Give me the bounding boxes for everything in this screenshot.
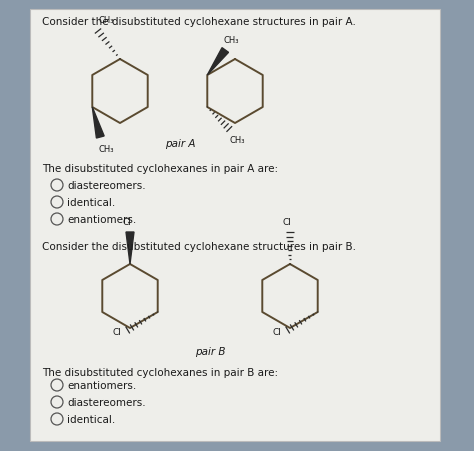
FancyBboxPatch shape xyxy=(30,10,440,441)
Text: Cl: Cl xyxy=(123,217,131,226)
Polygon shape xyxy=(126,232,134,264)
Polygon shape xyxy=(92,108,104,139)
Text: Consider the disubstituted cyclohexane structures in pair A.: Consider the disubstituted cyclohexane s… xyxy=(42,17,356,27)
Text: Cl: Cl xyxy=(113,328,122,337)
Text: The disubstituted cyclohexanes in pair A are:: The disubstituted cyclohexanes in pair A… xyxy=(42,164,278,174)
Text: CH₃: CH₃ xyxy=(229,136,245,145)
Text: identical.: identical. xyxy=(67,198,115,207)
Polygon shape xyxy=(207,49,228,76)
Text: pair B: pair B xyxy=(195,346,225,356)
Text: enantiomers.: enantiomers. xyxy=(67,215,136,225)
Text: CH₃: CH₃ xyxy=(223,36,239,45)
Text: diastereomers.: diastereomers. xyxy=(67,397,146,407)
Text: The disubstituted cyclohexanes in pair B are:: The disubstituted cyclohexanes in pair B… xyxy=(42,367,278,377)
Text: Consider the disubstituted cyclohexane structures in pair B.: Consider the disubstituted cyclohexane s… xyxy=(42,241,356,252)
Text: enantiomers.: enantiomers. xyxy=(67,380,136,390)
Text: CH₃: CH₃ xyxy=(98,145,114,154)
Text: Cl: Cl xyxy=(273,328,282,337)
Text: identical.: identical. xyxy=(67,414,115,424)
Text: CH₃: CH₃ xyxy=(98,16,113,25)
Text: Cl: Cl xyxy=(283,217,292,226)
Text: pair A: pair A xyxy=(165,139,195,149)
Text: diastereomers.: diastereomers. xyxy=(67,180,146,191)
